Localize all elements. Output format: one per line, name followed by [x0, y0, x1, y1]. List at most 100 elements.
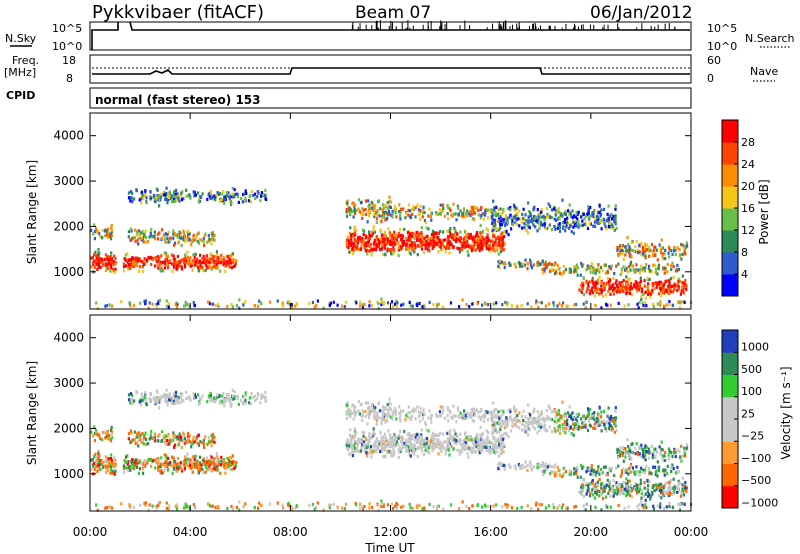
- power-cell: [432, 238, 435, 242]
- power-cell: [260, 301, 263, 305]
- power-cell: [164, 252, 168, 256]
- power-cell: [629, 260, 633, 264]
- velocity-cell: [127, 432, 130, 436]
- velocity-cell: [153, 399, 157, 403]
- power-cell: [403, 239, 406, 244]
- power-cell: [556, 263, 559, 267]
- velocity-cell: [100, 460, 103, 464]
- power-cell: [642, 292, 645, 297]
- velocity-cell: [366, 444, 370, 448]
- velocity-cell: [157, 461, 160, 465]
- power-cell: [625, 249, 628, 253]
- power-cell: [647, 292, 650, 296]
- velocity-cell: [437, 438, 440, 442]
- power-cell: [230, 194, 233, 198]
- velocity-cell: [359, 403, 362, 407]
- power-cell: [638, 243, 641, 247]
- power-cell: [192, 190, 195, 194]
- velocity-cell: [351, 448, 355, 452]
- velocity-cell: [346, 401, 349, 406]
- power-cell: [659, 280, 662, 284]
- power-cell: [365, 236, 368, 240]
- power-cell: [193, 190, 196, 195]
- power-cell: [175, 197, 178, 201]
- power-cell: [390, 213, 393, 217]
- power-cell: [165, 186, 168, 190]
- velocity-cell: [185, 396, 188, 400]
- velocity-cell: [470, 438, 473, 442]
- velocity-cell: [398, 416, 401, 420]
- velocity-cell: [191, 438, 195, 442]
- velocity-cell: [350, 439, 353, 443]
- power-cell: [210, 266, 213, 270]
- power-cell: [389, 242, 392, 247]
- velocity-cell: [389, 436, 392, 440]
- power-cell: [504, 262, 507, 266]
- power-colorbar-segment: [722, 252, 738, 275]
- power-cell: [680, 300, 683, 304]
- velocity-cell: [225, 393, 229, 397]
- power-cell: [467, 253, 470, 257]
- power-cell: [177, 235, 180, 239]
- velocity-cell: [382, 455, 385, 459]
- power-cell: [133, 236, 136, 240]
- power-cell: [463, 230, 467, 234]
- power-cell: [452, 237, 455, 241]
- power-cell: [444, 250, 447, 254]
- power-cell: [431, 229, 435, 233]
- velocity-cell: [104, 431, 107, 435]
- velocity-cell: [357, 439, 360, 444]
- power-cell: [188, 257, 191, 261]
- power-cell: [596, 286, 599, 291]
- velocity-cell: [492, 445, 495, 449]
- power-cell: [501, 248, 504, 252]
- velocity-cell: [180, 435, 183, 440]
- power-cell: [462, 215, 465, 219]
- power-cell: [557, 266, 560, 270]
- power-cell: [226, 260, 229, 264]
- power-cell: [526, 302, 529, 306]
- velocity-cell: [505, 420, 508, 424]
- velocity-cell: [353, 410, 357, 414]
- power-cell: [648, 277, 651, 282]
- velocity-cell: [448, 445, 452, 449]
- power-cell: [209, 189, 212, 193]
- velocity-cell: [186, 452, 189, 456]
- velocity-cell: [221, 461, 224, 465]
- velocity-cell: [391, 412, 394, 416]
- power-cell: [259, 199, 262, 203]
- velocity-cell: [489, 451, 492, 455]
- power-cell: [527, 221, 530, 225]
- power-cell: [458, 305, 461, 309]
- power-cell: [383, 204, 386, 208]
- velocity-cell: [186, 463, 189, 467]
- power-cell: [671, 252, 674, 257]
- power-cell: [621, 282, 624, 286]
- power-cell: [624, 245, 627, 249]
- power-cell: [538, 218, 541, 222]
- velocity-cell: [165, 459, 168, 463]
- power-cell: [353, 237, 356, 241]
- velocity-cell: [110, 428, 113, 432]
- power-cell: [348, 210, 351, 214]
- power-cell: [201, 265, 204, 269]
- velocity-cell: [195, 437, 198, 441]
- power-cell: [598, 270, 601, 274]
- power-cell: [395, 215, 398, 219]
- power-cell: [492, 228, 495, 232]
- power-cell: [471, 302, 474, 306]
- velocity-cell: [228, 456, 231, 460]
- power-cell: [424, 246, 427, 251]
- power-cell: [570, 229, 573, 234]
- velocity-cell: [358, 412, 361, 416]
- power-cell: [92, 262, 95, 267]
- power-cell: [389, 240, 392, 244]
- power-cell: [193, 255, 196, 260]
- power-cell: [166, 198, 170, 202]
- velocity-cell: [395, 438, 398, 442]
- velocity-cell: [159, 464, 162, 468]
- velocity-cell: [500, 438, 503, 442]
- velocity-cell: [189, 398, 192, 402]
- power-cell: [517, 217, 520, 221]
- power-cell: [503, 230, 506, 234]
